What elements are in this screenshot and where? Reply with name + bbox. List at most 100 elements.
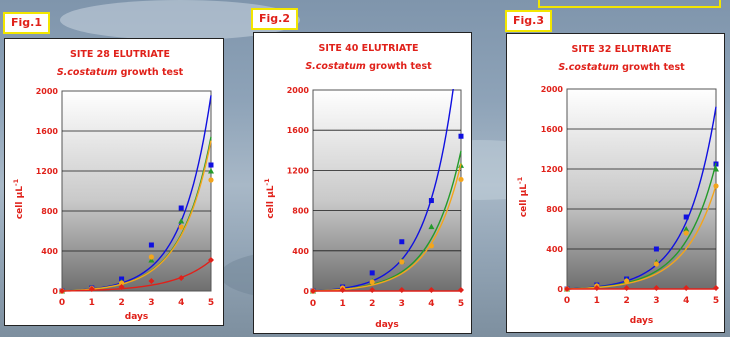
data-point-triangle	[178, 218, 185, 224]
species-name: S.costatum	[57, 67, 118, 78]
data-point-diamond	[683, 285, 690, 291]
plot-area	[312, 89, 462, 292]
y-tick-label: 800	[41, 207, 58, 216]
x-tick-label: 1	[594, 296, 600, 306]
data-point-diamond	[593, 285, 600, 291]
data-point-triangle	[428, 223, 435, 230]
data-point-circle	[369, 279, 375, 285]
x-tick-label: 2	[118, 298, 124, 308]
data-point-diamond	[310, 288, 316, 294]
subtitle-rest: growth test	[117, 67, 183, 78]
data-point-circle	[458, 176, 464, 183]
y-axis-label: cell µL-1	[12, 178, 25, 219]
chart-panel-2: SITE 40 ELUTRIATE S.costatum growth test 0…	[253, 32, 472, 334]
y-tick-label: 400	[41, 247, 58, 256]
data-point-circle	[178, 224, 184, 230]
y-tick-label: 0	[557, 285, 563, 294]
fitted-curve	[62, 259, 212, 292]
data-point-diamond	[118, 284, 125, 290]
y-tick-label: 2000	[287, 86, 310, 95]
data-point-diamond	[88, 286, 95, 292]
data-point-diamond	[458, 286, 464, 293]
x-tick-label: 1	[89, 298, 95, 308]
data-point-diamond	[653, 285, 660, 291]
data-point-circle	[683, 230, 689, 236]
plot-area	[566, 88, 717, 290]
x-tick-label: 0	[564, 296, 570, 306]
fitted-curve	[62, 140, 212, 292]
data-point-triangle	[208, 168, 214, 174]
y-axis-label-text: cell µL	[519, 184, 529, 217]
y-tick-label: 1600	[541, 125, 564, 134]
data-point-diamond	[178, 275, 185, 281]
data-point-diamond	[59, 288, 65, 294]
x-tick-label: 5	[713, 296, 719, 306]
y-axis-label-superscript: -1	[263, 178, 271, 186]
y-tick-label: 800	[546, 205, 563, 214]
y-tick-label: 800	[292, 207, 309, 216]
data-point-square	[148, 242, 154, 248]
growth-chart-site-40: SITE 40 ELUTRIATE S.costatum growth test 0…	[253, 32, 472, 334]
y-tick-label: 0	[303, 287, 309, 296]
chart-subtitle: S.costatum growth test	[558, 62, 685, 73]
data-point-diamond	[398, 286, 405, 293]
y-axis-label: cell µL-1	[516, 176, 529, 217]
data-point-circle	[624, 278, 630, 284]
chart-subtitle: S.costatum growth test	[305, 61, 432, 72]
y-tick-label: 1600	[36, 127, 59, 136]
x-tick-label: 5	[458, 299, 464, 309]
y-axis-label-superscript: -1	[516, 176, 524, 184]
x-tick-label: 3	[653, 296, 659, 306]
data-point-circle	[428, 243, 434, 249]
data-point-diamond	[564, 286, 570, 292]
y-tick-label: 1200	[541, 165, 564, 174]
x-tick-label: 1	[339, 299, 345, 309]
species-name: S.costatum	[305, 61, 366, 72]
subtitle-rest: growth test	[619, 62, 685, 73]
top-right-frame	[538, 0, 721, 8]
chart-panel-3: SITE 32 ELUTRIATE S.costatum growth test 0…	[506, 33, 725, 333]
data-point-circle	[148, 254, 154, 260]
growth-chart-site-32: SITE 32 ELUTRIATE S.costatum growth test 0…	[506, 33, 725, 333]
y-tick-label: 2000	[541, 85, 564, 94]
y-axis-label-text: cell µL	[15, 186, 25, 219]
figure-1-tag: Fig.1	[3, 12, 50, 34]
data-point-circle	[713, 183, 719, 189]
data-point-triangle	[148, 257, 155, 263]
data-point-square	[458, 133, 464, 139]
data-point-diamond	[369, 286, 376, 293]
growth-chart-site-28: SITE 28 ELUTRIATE S.costatum growth test 0…	[4, 38, 224, 326]
data-point-square	[369, 270, 375, 276]
chart-subtitle: S.costatum growth test	[57, 67, 184, 78]
x-tick-label: 0	[59, 298, 65, 308]
data-point-triangle	[683, 226, 690, 232]
chart-title: SITE 40 ELUTRIATE	[318, 43, 418, 54]
figure-3-tag: Fig.3	[505, 10, 552, 32]
x-tick-label: 4	[428, 299, 434, 309]
x-axis-label: days	[125, 312, 148, 322]
data-point-circle	[399, 259, 405, 265]
x-tick-label: 4	[178, 298, 184, 308]
subtitle-rest: growth test	[366, 61, 432, 72]
y-tick-label: 1200	[36, 167, 59, 176]
x-axis-label: days	[630, 316, 653, 326]
y-tick-label: 1200	[287, 166, 310, 175]
y-tick-label: 0	[52, 287, 58, 296]
x-tick-label: 2	[369, 299, 375, 309]
data-point-square	[208, 162, 214, 168]
fitted-curve	[567, 185, 717, 290]
x-tick-label: 5	[208, 298, 214, 308]
data-point-circle	[653, 261, 659, 267]
y-tick-label: 400	[546, 245, 563, 254]
x-axis-label: days	[375, 320, 398, 330]
data-point-diamond	[148, 278, 155, 284]
y-axis-label-text: cell µL	[266, 185, 276, 218]
data-point-diamond	[713, 285, 719, 291]
plot-area	[61, 90, 212, 292]
data-point-square	[178, 205, 184, 211]
x-tick-label: 3	[399, 299, 405, 309]
y-tick-label: 400	[292, 247, 309, 256]
data-point-diamond	[339, 286, 346, 293]
x-tick-label: 0	[310, 299, 316, 309]
data-point-circle	[119, 280, 125, 286]
